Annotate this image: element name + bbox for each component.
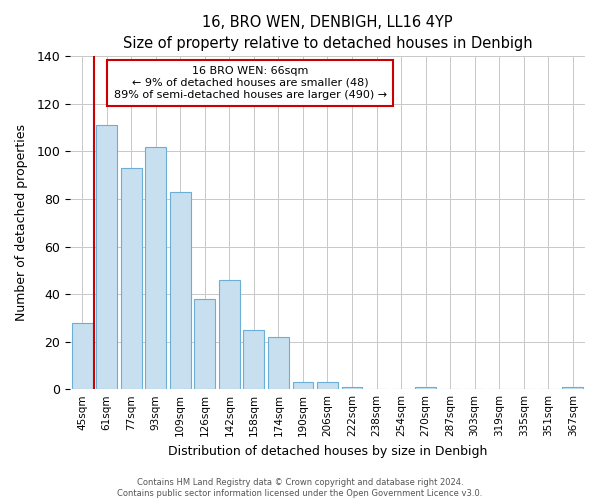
Text: 16 BRO WEN: 66sqm
← 9% of detached houses are smaller (48)
89% of semi-detached : 16 BRO WEN: 66sqm ← 9% of detached house… <box>113 66 387 100</box>
Bar <box>244 330 265 389</box>
X-axis label: Distribution of detached houses by size in Denbigh: Distribution of detached houses by size … <box>168 444 487 458</box>
Bar <box>562 387 583 389</box>
Bar <box>121 168 142 389</box>
Bar <box>317 382 338 389</box>
Bar <box>219 280 240 389</box>
Text: Contains HM Land Registry data © Crown copyright and database right 2024.
Contai: Contains HM Land Registry data © Crown c… <box>118 478 482 498</box>
Bar <box>415 387 436 389</box>
Bar <box>293 382 313 389</box>
Bar <box>145 146 166 389</box>
Bar <box>194 299 215 389</box>
Bar <box>72 322 92 389</box>
Bar <box>268 337 289 389</box>
Title: 16, BRO WEN, DENBIGH, LL16 4YP
Size of property relative to detached houses in D: 16, BRO WEN, DENBIGH, LL16 4YP Size of p… <box>122 15 532 51</box>
Bar <box>170 192 191 389</box>
Bar <box>96 126 117 389</box>
Y-axis label: Number of detached properties: Number of detached properties <box>15 124 28 322</box>
Bar <box>341 387 362 389</box>
